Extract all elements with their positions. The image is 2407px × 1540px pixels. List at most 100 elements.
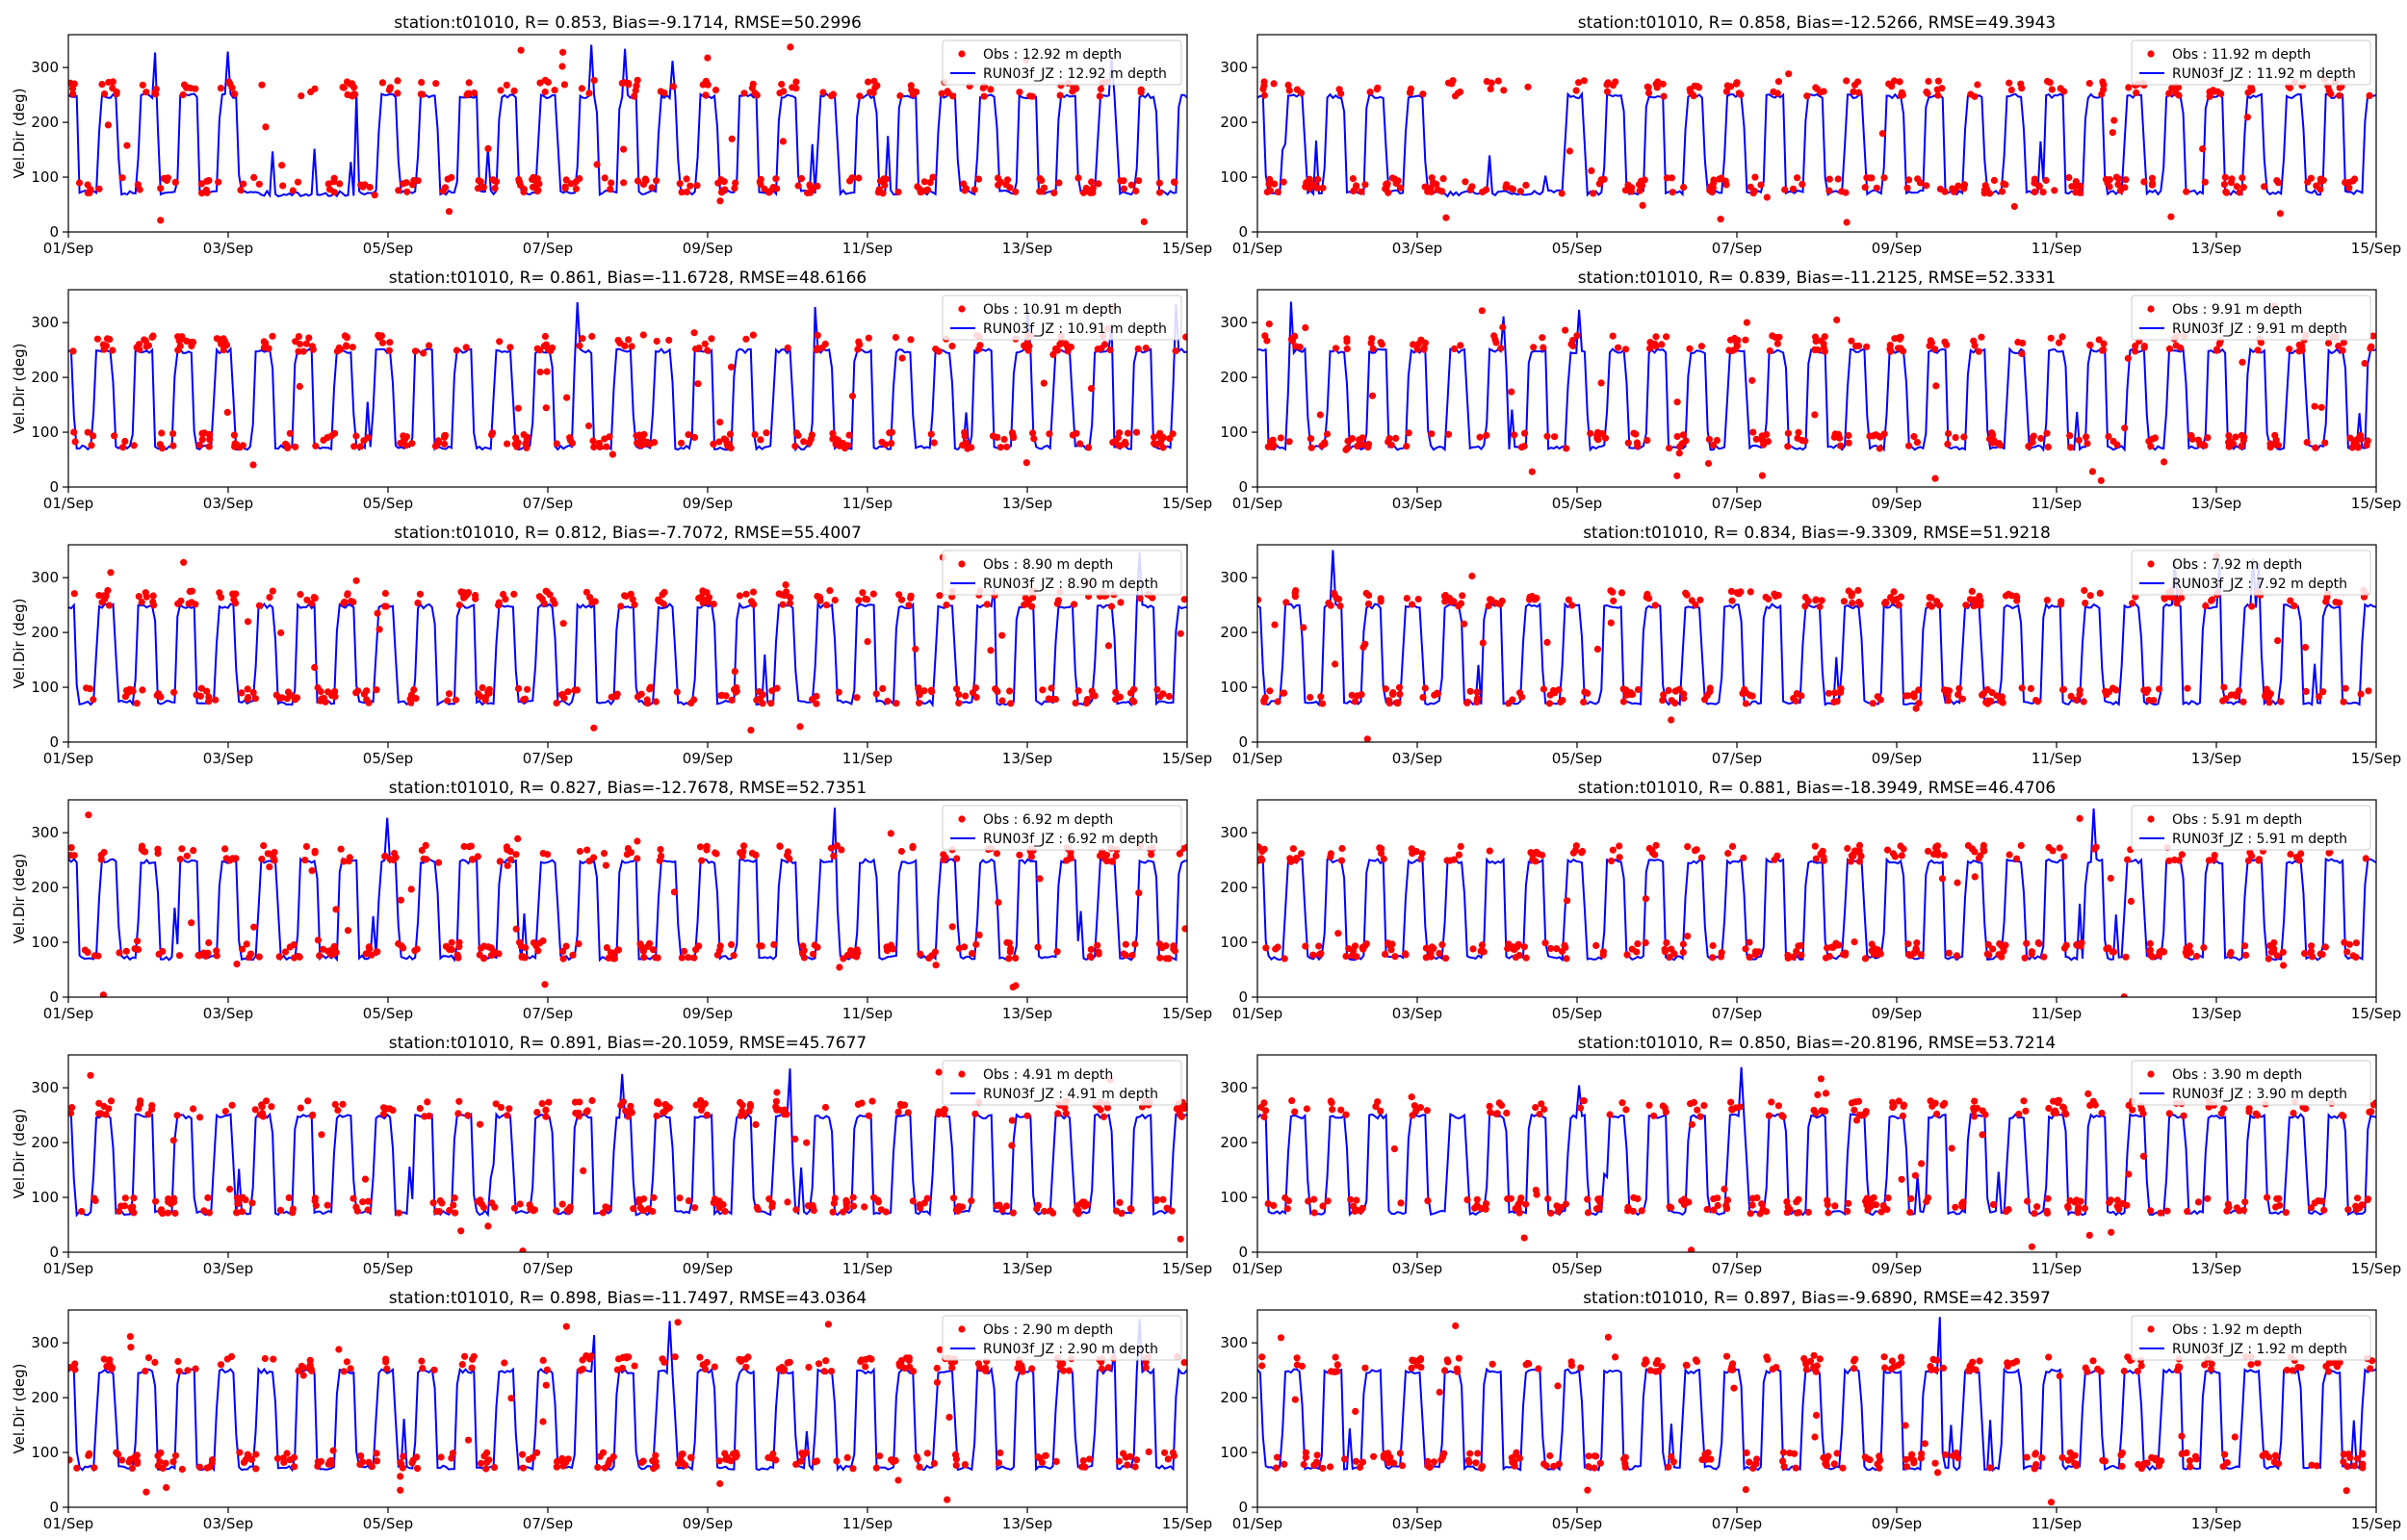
obs-point xyxy=(386,339,394,346)
obs-point xyxy=(635,1195,643,1203)
obs-point xyxy=(1773,852,1781,860)
obs-point xyxy=(1554,1382,1562,1390)
obs-point xyxy=(2255,857,2263,864)
obs-point xyxy=(386,84,394,91)
obs-point xyxy=(1730,1384,1738,1392)
obs-point xyxy=(1898,1175,1905,1183)
obs-point xyxy=(1122,940,1129,948)
obs-point xyxy=(2222,189,2231,196)
legend-model-label: RUN03f_JZ : 7.92 m depth xyxy=(2172,577,2347,592)
obs-point xyxy=(2183,188,2190,195)
obs-point xyxy=(270,1355,277,1363)
obs-point xyxy=(1434,690,1441,698)
obs-point xyxy=(2287,850,2294,859)
obs-point xyxy=(2038,1454,2046,1462)
obs-point xyxy=(1868,940,1876,948)
obs-point xyxy=(394,77,401,85)
obs-point xyxy=(968,444,975,451)
obs-point xyxy=(203,189,211,196)
obs-point xyxy=(1701,1450,1709,1458)
obs-point xyxy=(1703,1205,1711,1214)
obs-point xyxy=(1888,83,1896,90)
obs-point xyxy=(118,174,126,182)
obs-point xyxy=(471,90,479,97)
obs-point xyxy=(232,590,240,598)
obs-point xyxy=(1813,85,1821,92)
legend-obs-marker xyxy=(2147,1325,2155,1333)
obs-point xyxy=(2272,436,2280,444)
obs-point xyxy=(2156,685,2163,693)
obs-point xyxy=(639,1457,647,1465)
obs-point xyxy=(2325,1368,2333,1375)
obs-point xyxy=(530,1206,538,1214)
obs-point xyxy=(1899,1112,1906,1119)
obs-point xyxy=(1029,429,1037,437)
obs-point xyxy=(1030,435,1038,443)
obs-point xyxy=(407,886,415,893)
obs-point xyxy=(2076,691,2083,699)
obs-point xyxy=(1073,429,1080,437)
obs-point xyxy=(142,1367,149,1375)
obs-point xyxy=(1875,432,1883,440)
obs-point xyxy=(914,1455,921,1463)
obs-point xyxy=(2110,116,2118,124)
obs-point xyxy=(1680,184,1688,192)
obs-point xyxy=(1822,1454,1829,1462)
obs-point xyxy=(1039,686,1047,694)
obs-point xyxy=(1159,444,1167,451)
obs-point xyxy=(1142,1364,1150,1372)
obs-point xyxy=(1710,179,1718,187)
obs-point xyxy=(1810,1106,1818,1115)
obs-point xyxy=(1543,638,1551,647)
obs-point xyxy=(1889,850,1898,858)
obs-point xyxy=(2368,343,2375,350)
obs-point xyxy=(800,946,808,955)
obs-point xyxy=(1545,700,1553,707)
obs-point xyxy=(496,858,504,865)
obs-point xyxy=(2014,338,2022,346)
obs-point xyxy=(669,83,678,90)
obs-point xyxy=(2272,1203,2280,1211)
obs-point xyxy=(2304,178,2312,186)
obs-point xyxy=(488,431,496,439)
obs-point xyxy=(2297,1364,2305,1372)
obs-point xyxy=(159,1464,167,1473)
obs-point xyxy=(2023,939,2031,947)
obs-point xyxy=(1268,443,1276,450)
obs-point xyxy=(1562,1200,1569,1208)
obs-point xyxy=(1072,84,1079,91)
obs-point xyxy=(244,618,252,626)
obs-point xyxy=(1124,429,1132,437)
obs-point xyxy=(71,438,79,446)
obs-point xyxy=(144,1354,153,1362)
obs-point xyxy=(2279,948,2287,956)
subplot-5: station:t01010, R= 0.812, Bias=-7.7072, … xyxy=(11,524,1212,767)
obs-point xyxy=(779,601,787,608)
obs-point xyxy=(928,952,936,960)
obs-point xyxy=(329,1447,337,1454)
obs-point xyxy=(2184,1208,2191,1216)
obs-point xyxy=(1450,598,1458,605)
obs-point xyxy=(1697,343,1705,350)
obs-point xyxy=(572,185,581,192)
series-model-line xyxy=(68,552,1187,708)
obs-point xyxy=(1366,89,1374,96)
obs-point xyxy=(2246,849,2254,857)
obs-point xyxy=(2149,179,2157,187)
obs-point xyxy=(962,692,970,700)
y-tick-label: 300 xyxy=(1220,1079,1248,1096)
obs-point xyxy=(553,1463,560,1471)
obs-point xyxy=(2029,434,2036,442)
obs-point xyxy=(561,185,569,192)
obs-point xyxy=(1923,182,1930,190)
x-tick-label: 13/Sep xyxy=(2191,240,2241,257)
obs-point xyxy=(608,450,617,458)
obs-point xyxy=(1884,1194,1892,1202)
obs-point xyxy=(2071,1459,2079,1468)
obs-point xyxy=(2165,1110,2173,1117)
obs-point xyxy=(1491,336,1499,344)
obs-point xyxy=(1051,345,1059,353)
y-tick-label: 300 xyxy=(31,59,59,76)
obs-point xyxy=(1948,1144,1955,1152)
